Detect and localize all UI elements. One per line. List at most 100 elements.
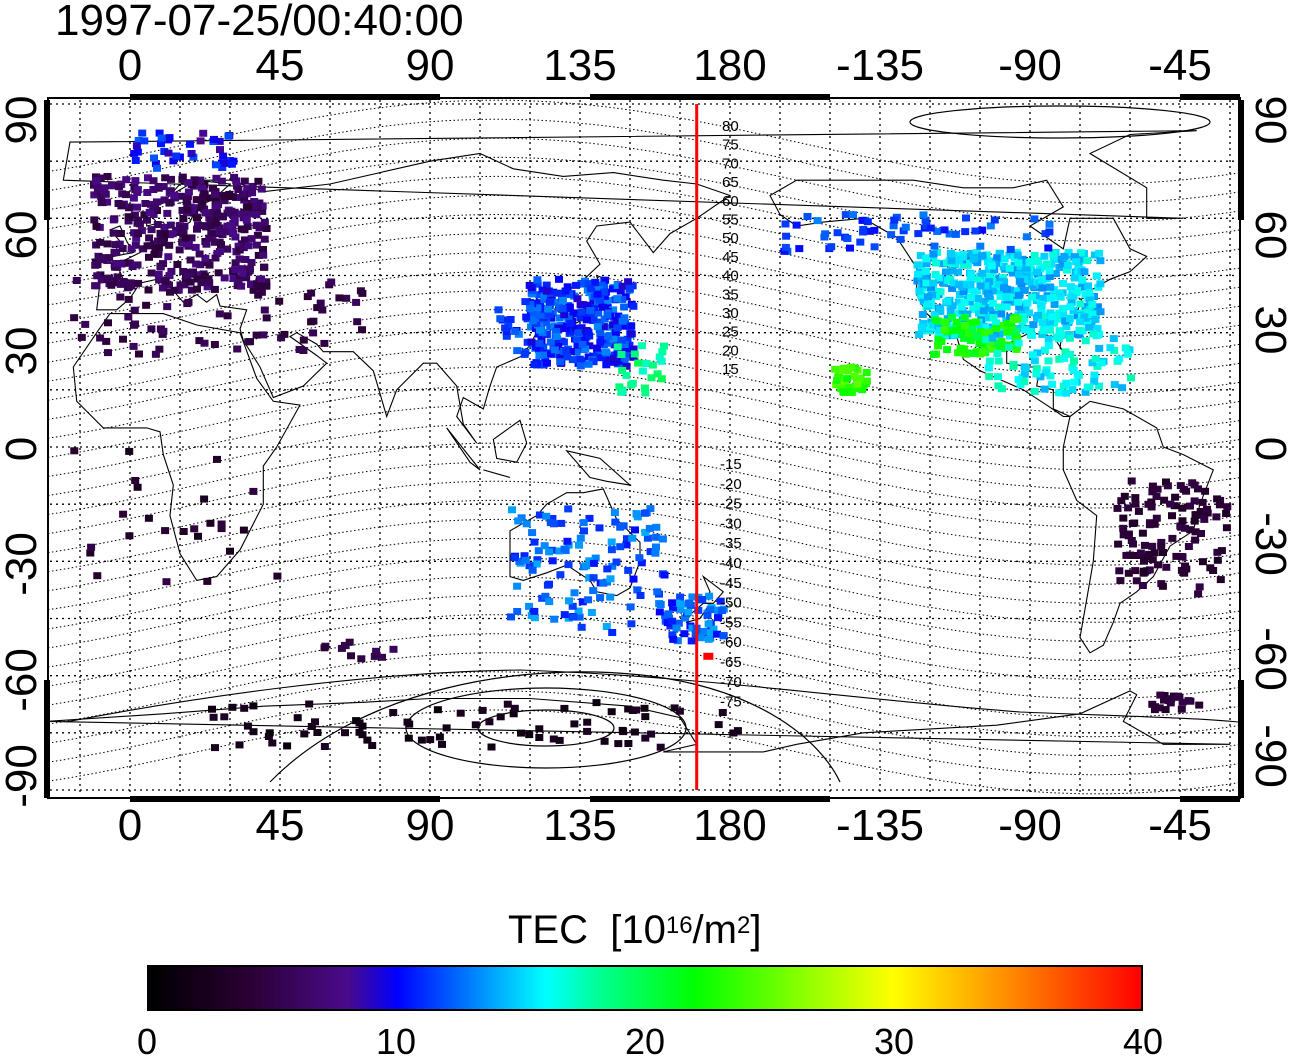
tec-point [628,534,637,542]
tec-point [190,525,199,533]
tec-point [246,338,254,346]
tec-point [538,286,547,294]
tec-point [608,629,617,636]
coastline [72,313,301,582]
tec-point [1117,497,1126,505]
tec-point [699,628,708,635]
tec-point [268,739,277,747]
tec-point [494,306,503,314]
tec-point [1181,562,1189,570]
tec-point [1077,256,1086,264]
tec-point [990,266,999,274]
tec-point [552,338,561,346]
tec-point [534,547,543,555]
tec-point [599,323,608,331]
tec-point [1033,268,1041,276]
tec-point [201,254,210,262]
tec-point [230,219,239,227]
tec-point [837,383,846,390]
tec-point [1018,313,1027,321]
tec-point [613,281,622,289]
tec-point [932,259,941,267]
tec-point [1129,540,1137,548]
tec-point [233,345,242,353]
tec-point [1067,283,1075,291]
tec-point [602,337,611,344]
tec-point [579,301,588,309]
tec-point [548,515,557,522]
tec-point [887,231,896,239]
tec-point [1114,540,1123,548]
tec-point [125,447,134,455]
tec-point [546,338,555,346]
tec-point [528,529,537,537]
tec-point [943,346,952,354]
contour-label: 75 [722,137,739,154]
tec-point [235,255,244,263]
contour-label: 30 [722,305,739,322]
tec-point [1124,569,1133,577]
tec-point [585,557,594,565]
tec-point [167,267,176,275]
tec-point [1198,498,1207,506]
tec-point [619,728,628,736]
tec-point [924,300,933,308]
tec-point [1119,531,1128,539]
tec-point [103,198,112,206]
tec-point [186,268,195,276]
tec-point [173,261,182,268]
tec-point [243,722,252,730]
tec-point [530,607,539,615]
tec-point [204,275,213,283]
tec-point [92,282,101,290]
tec-point [318,306,327,314]
tec-point [658,348,667,356]
tec-point [533,276,542,284]
tec-point [1056,329,1065,337]
tec-point [1070,274,1079,282]
tec-point [995,330,1004,338]
tec-point [129,342,138,350]
tec-point [614,312,623,320]
tec-point [168,230,177,238]
tec-point [389,645,398,653]
tec-point [603,565,612,573]
tec-point [526,305,535,312]
tec-point [1085,323,1094,331]
tec-point [511,327,520,335]
tec-point [958,331,967,339]
tec-point [601,348,610,356]
tec-point [1091,315,1100,323]
coastline [1062,400,1214,654]
tec-point [1157,538,1166,546]
contour-label: -55 [720,614,742,631]
tec-point [220,713,229,721]
tec-point [203,259,212,266]
tec-point [600,737,609,745]
tec-point [552,328,561,336]
tec-point [183,300,192,308]
tec-point [951,230,960,238]
coastline [565,449,632,486]
tec-point [127,245,136,253]
tec-point [527,338,536,346]
contour-label: -15 [720,456,742,473]
tec-point [609,306,618,314]
y-tick-left: -90 [0,744,46,808]
tec-point [132,234,141,242]
tec-point [660,342,668,350]
y-tick-right: -90 [1246,724,1292,788]
contour-label: -35 [720,535,742,552]
tec-point [513,347,522,355]
tec-point [1116,577,1125,585]
tec-point [858,216,867,224]
tec-point [941,268,950,276]
tec-point [86,549,95,557]
contour-label: -60 [720,634,742,651]
tec-point [165,241,174,249]
tec-point [205,279,214,287]
tec-point [215,248,224,255]
tec-point [372,647,381,655]
y-tick-left: 90 [0,95,46,145]
tec-point [249,487,258,495]
